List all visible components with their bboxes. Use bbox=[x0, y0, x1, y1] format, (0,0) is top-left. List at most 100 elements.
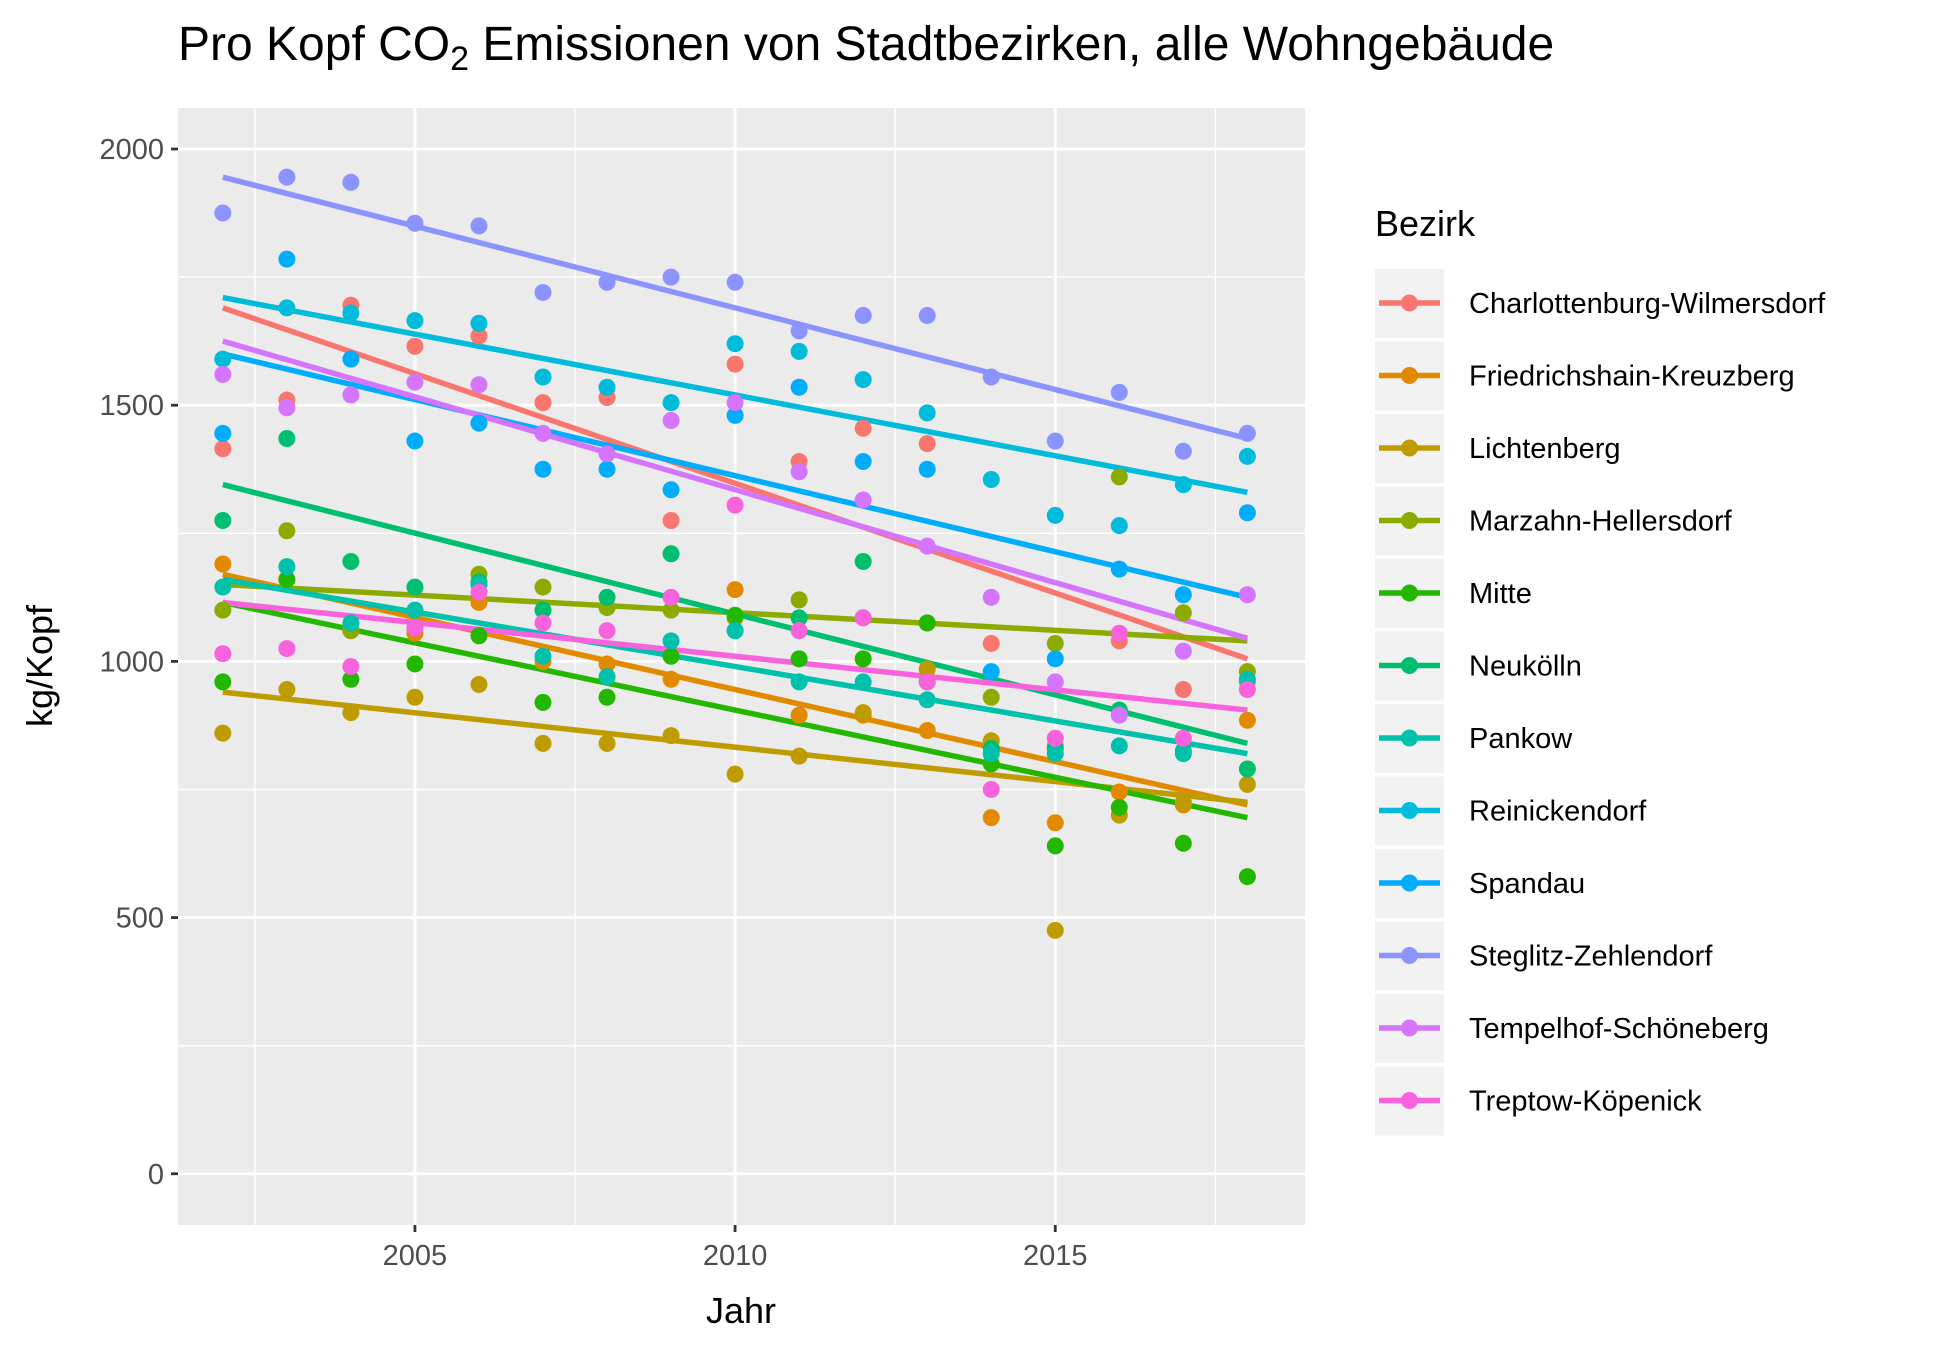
data-point bbox=[726, 496, 744, 514]
data-point bbox=[982, 663, 1000, 681]
data-point bbox=[1174, 642, 1192, 660]
data-point bbox=[1238, 775, 1256, 793]
data-point bbox=[854, 704, 872, 722]
data-point bbox=[726, 335, 744, 353]
data-point bbox=[1238, 681, 1256, 699]
data-point bbox=[1046, 921, 1064, 939]
data-point bbox=[534, 578, 552, 596]
data-point bbox=[406, 337, 424, 355]
data-point bbox=[662, 481, 680, 499]
data-point bbox=[214, 645, 232, 663]
data-point bbox=[854, 307, 872, 325]
legend-key-point bbox=[1401, 294, 1418, 312]
data-point bbox=[598, 445, 616, 463]
data-point bbox=[342, 350, 360, 368]
data-point bbox=[790, 463, 808, 481]
data-point bbox=[534, 460, 552, 478]
data-point bbox=[534, 734, 552, 752]
data-point bbox=[214, 440, 232, 458]
data-point bbox=[854, 673, 872, 691]
legend-key-point bbox=[1401, 1092, 1418, 1109]
data-point bbox=[790, 322, 808, 340]
legend-item: Charlottenburg-Wilmersdorf bbox=[1375, 269, 1826, 338]
legend-item: Friedrichshain-Kreuzberg bbox=[1375, 341, 1795, 411]
data-point bbox=[854, 419, 872, 437]
data-point bbox=[1174, 604, 1192, 622]
data-point bbox=[726, 765, 744, 783]
data-point bbox=[278, 399, 296, 417]
legend-key-point bbox=[1401, 584, 1418, 602]
data-point bbox=[918, 537, 936, 555]
data-point bbox=[982, 588, 1000, 606]
data-point bbox=[918, 614, 936, 632]
data-point bbox=[278, 640, 296, 658]
legend-item: Reinickendorf bbox=[1375, 776, 1647, 846]
data-point bbox=[598, 378, 616, 396]
data-point bbox=[406, 373, 424, 391]
legend-item: Mitte bbox=[1375, 559, 1532, 628]
legend-label: Neukölln bbox=[1469, 651, 1582, 683]
data-point bbox=[534, 424, 552, 442]
data-point bbox=[534, 647, 552, 665]
data-point bbox=[342, 614, 360, 632]
data-point bbox=[982, 368, 1000, 386]
data-point bbox=[982, 780, 1000, 798]
data-point bbox=[214, 724, 232, 742]
data-point bbox=[342, 552, 360, 570]
data-point bbox=[1238, 711, 1256, 729]
data-point bbox=[1110, 624, 1128, 642]
y-tick-label: 2000 bbox=[99, 134, 164, 166]
legend-key-point bbox=[1401, 657, 1418, 674]
data-point bbox=[1046, 634, 1064, 652]
y-tick-label: 0 bbox=[148, 1159, 164, 1191]
data-point bbox=[918, 673, 936, 691]
data-point bbox=[1174, 442, 1192, 460]
trend-line bbox=[221, 305, 1249, 662]
x-tick-label: 2010 bbox=[703, 1240, 768, 1272]
data-point bbox=[662, 412, 680, 430]
legend-label: Lichtenberg bbox=[1469, 433, 1621, 465]
data-point bbox=[726, 355, 744, 373]
data-point bbox=[342, 670, 360, 688]
data-point bbox=[854, 371, 872, 389]
data-point bbox=[598, 460, 616, 478]
y-axis-title: kg/Kopf bbox=[19, 604, 60, 727]
trend-line bbox=[222, 599, 1248, 821]
legend-item: Lichtenberg bbox=[1375, 414, 1621, 483]
data-point bbox=[1046, 673, 1064, 691]
data-point bbox=[406, 312, 424, 330]
data-point bbox=[1238, 504, 1256, 522]
data-point bbox=[278, 168, 296, 186]
data-point bbox=[726, 622, 744, 640]
data-points bbox=[214, 168, 1256, 939]
data-point bbox=[406, 432, 424, 450]
data-point bbox=[278, 250, 296, 268]
data-point bbox=[1046, 506, 1064, 524]
title-subscript: 2 bbox=[450, 40, 469, 78]
legend-item: Pankow bbox=[1375, 704, 1573, 773]
data-point bbox=[214, 365, 232, 383]
data-point bbox=[726, 406, 744, 424]
data-point bbox=[854, 650, 872, 668]
data-point bbox=[598, 622, 616, 640]
data-point bbox=[854, 609, 872, 627]
data-point bbox=[982, 470, 1000, 488]
data-point bbox=[1110, 468, 1128, 486]
data-point bbox=[342, 704, 360, 722]
data-point bbox=[534, 693, 552, 711]
legend: Bezirk Charlottenburg-Wilmersdorf Friedri… bbox=[1375, 203, 1826, 1136]
legend-label: Tempelhof-Schöneberg bbox=[1469, 1013, 1769, 1045]
legend-label: Charlottenburg-Wilmersdorf bbox=[1469, 288, 1826, 320]
data-point bbox=[790, 706, 808, 724]
data-point bbox=[214, 578, 232, 596]
trend-line bbox=[222, 599, 1248, 713]
legend-item: Marzahn-Hellersdorf bbox=[1375, 486, 1733, 556]
data-point bbox=[854, 552, 872, 570]
data-point bbox=[214, 673, 232, 691]
data-point bbox=[982, 745, 1000, 763]
data-point bbox=[726, 394, 744, 412]
legend-label: Marzahn-Hellersdorf bbox=[1469, 506, 1733, 538]
x-axis-title: Jahr bbox=[706, 1290, 776, 1331]
data-point bbox=[534, 601, 552, 619]
